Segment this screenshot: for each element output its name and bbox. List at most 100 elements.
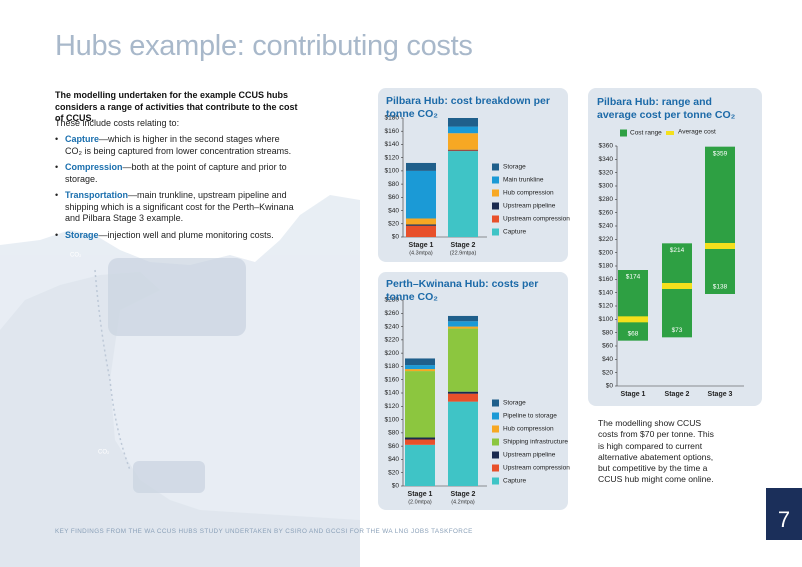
y-tick-label: $80	[388, 430, 399, 437]
lead: These include costs relating to:	[55, 118, 180, 128]
y-tick-label: $140	[385, 390, 400, 397]
y-tick-label: $20	[602, 369, 613, 376]
y-tick-label: $40	[602, 356, 613, 363]
legend-label: Storage	[503, 400, 526, 407]
y-tick-label: $20	[388, 220, 399, 227]
legend-swatch	[492, 228, 499, 236]
average-marker	[705, 243, 735, 249]
bar-segment	[405, 365, 435, 370]
legend-label: Upstream pipeline	[503, 203, 556, 210]
bar-segment	[406, 225, 436, 237]
legend-swatch	[492, 215, 499, 223]
value-label: $214	[670, 247, 685, 254]
bar-segment	[406, 218, 436, 225]
average-marker	[662, 283, 692, 289]
y-tick-label: $0	[392, 234, 400, 241]
y-tick-label: $200	[385, 350, 400, 357]
bullet-term: Capture	[65, 134, 100, 144]
bullet-text: —main trunkline, upstream pipeline and s…	[65, 190, 294, 223]
legend-label: Capture	[503, 229, 527, 236]
bar-segment	[405, 444, 435, 486]
legend-swatch	[492, 202, 499, 210]
bar-segment	[448, 393, 478, 402]
range-bar	[705, 146, 735, 294]
bullet: Compression—both at the point of capture…	[55, 162, 295, 185]
note: The modelling show CCUS costs from $70 p…	[598, 418, 714, 485]
legend-swatch	[492, 412, 499, 420]
legend-label: Main trunkline	[503, 177, 544, 184]
legend-swatch	[620, 129, 627, 137]
legend-label: Average cost	[678, 129, 716, 136]
range-bar	[662, 243, 692, 338]
legend-swatch	[492, 176, 499, 184]
y-tick-label: $60	[388, 194, 399, 201]
y-tick-label: $160	[599, 276, 614, 283]
bullet-term: Storage	[65, 229, 99, 240]
y-tick-label: $80	[388, 181, 399, 188]
legend-swatch	[492, 425, 499, 433]
legend-label: Hub compression	[503, 190, 554, 197]
x-tick-label: Stage 1	[409, 242, 434, 249]
x-tick-label: Stage 1	[408, 491, 433, 498]
y-tick-label: $60	[602, 343, 613, 350]
value-label: $73	[672, 327, 683, 334]
bar-segment	[405, 369, 435, 372]
y-tick-label: $300	[599, 183, 614, 190]
chart-title: Perth–Kwinana Hub: costs per tonne CO₂	[386, 278, 539, 303]
bar-segment	[405, 358, 435, 366]
bullet-term: Transportation	[65, 190, 129, 200]
legend-label: Storage	[503, 164, 526, 171]
legend-label: Shipping infrastructure	[503, 439, 568, 446]
legend-label: Hub compression	[503, 426, 554, 433]
bar-segment	[448, 133, 478, 150]
intro: The modelling undertaken for the example…	[55, 90, 298, 123]
y-tick-label: $180	[385, 115, 400, 122]
y-tick-label: $220	[599, 236, 614, 243]
average-marker	[618, 316, 648, 323]
x-tick-note: (4.2mtpa)	[451, 499, 475, 505]
bullet: Capture—which is higher in the second st…	[55, 134, 295, 157]
range-bar	[618, 270, 648, 341]
bar-segment	[405, 437, 435, 440]
y-tick-label: $340	[599, 156, 614, 163]
x-tick-label: Stage 3	[708, 391, 733, 398]
bar-segment	[448, 150, 478, 152]
map-label: CO₂	[98, 450, 110, 456]
y-tick-label: $160	[385, 376, 400, 383]
chart-title: Pilbara Hub: cost breakdown per tonne CO…	[386, 95, 550, 120]
bar-segment	[448, 126, 478, 134]
y-tick-label: $180	[599, 263, 614, 270]
bullet: Storage—injection well and plume monitor…	[55, 230, 295, 242]
value-label: $68	[628, 330, 639, 337]
bullet-text: —which is higher in the second stages wh…	[65, 134, 292, 156]
legend-swatch	[492, 399, 499, 407]
legend-swatch	[492, 477, 499, 485]
bar-segment	[405, 439, 435, 445]
bullet-text: —injection well and plume monitoring cos…	[98, 229, 274, 240]
y-tick-label: $0	[606, 383, 614, 390]
bullet-list: Capture—which is higher in the second st…	[55, 134, 295, 246]
y-tick-label: $100	[599, 316, 614, 323]
legend-swatch	[492, 163, 499, 171]
bar-segment	[448, 118, 478, 127]
legend-label: Upstream compression	[503, 216, 570, 223]
bullet-text: —both at the point of capture and prior …	[65, 162, 287, 184]
value-label: $359	[713, 150, 728, 157]
chart-title: Pilbara Hub: range and average cost per …	[597, 96, 736, 121]
y-tick-label: $120	[599, 303, 614, 310]
bullet: Transportation—main trunkline, upstream …	[55, 190, 295, 225]
y-tick-label: $360	[599, 143, 614, 150]
bar-segment	[405, 371, 435, 438]
y-tick-label: $160	[385, 128, 400, 135]
legend-label: Pipeline to storage	[503, 413, 557, 420]
y-tick-label: $40	[388, 207, 399, 214]
y-tick-label: $140	[599, 289, 614, 296]
page-title: Hubs example: contributing costs	[55, 30, 473, 62]
x-tick-label: Stage 2	[451, 491, 476, 498]
legend-label: Upstream pipeline	[503, 452, 556, 459]
y-tick-label: $140	[385, 141, 400, 148]
legend-label: Capture	[503, 478, 527, 485]
x-tick-note: (4.3mtpa)	[409, 250, 433, 256]
